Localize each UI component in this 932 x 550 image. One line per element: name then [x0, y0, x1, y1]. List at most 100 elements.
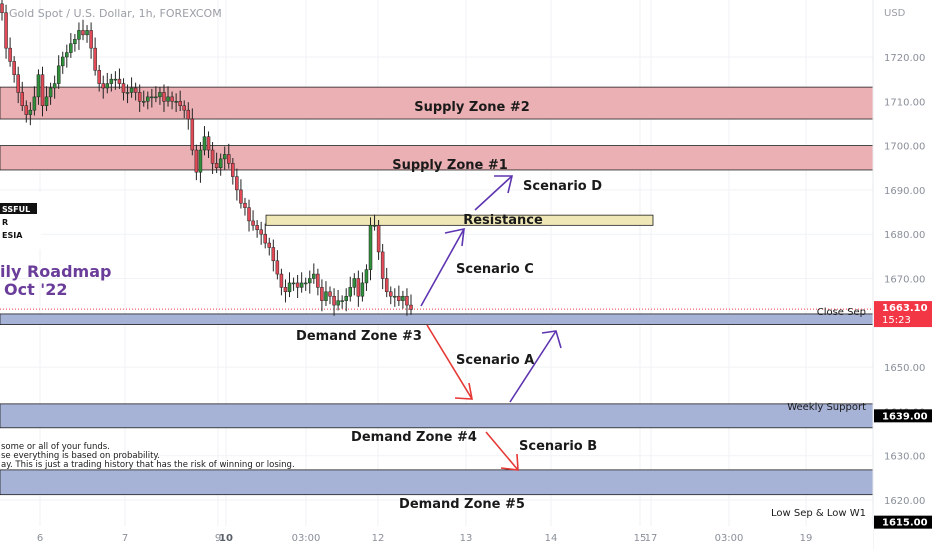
candle	[409, 294, 413, 315]
candle	[150, 88, 154, 108]
candle	[40, 66, 45, 117]
candle	[360, 272, 365, 302]
scenario-c-arrow	[420, 227, 465, 307]
roadmap-title-line-1: ily Roadmap	[0, 262, 111, 281]
candle	[85, 25, 89, 43]
x-tick-label: 6	[37, 533, 43, 544]
scenario-labels: Scenario A Scenario B Scenario C Scenari…	[456, 179, 602, 454]
price-axis[interactable]: USD 1720.001710.001700.001690.001680.001…	[872, 0, 932, 550]
scenario-d-arrow	[474, 175, 514, 211]
candle	[44, 86, 49, 112]
candle	[389, 286, 393, 305]
zone-demand-3	[0, 313, 874, 325]
candle	[380, 243, 385, 290]
candle	[32, 86, 37, 116]
candle	[340, 295, 344, 309]
x-tick-label: 10	[219, 533, 233, 544]
currency-label: USD	[884, 8, 906, 19]
candle	[299, 272, 304, 293]
candle	[247, 199, 251, 232]
candle	[162, 84, 166, 112]
candle	[328, 286, 332, 305]
logo-line-3: ESIA	[2, 231, 23, 240]
candle	[372, 214, 377, 231]
candle	[222, 146, 227, 170]
y-tick-label: 1690.00	[884, 186, 925, 197]
candle	[81, 19, 85, 41]
candle	[186, 102, 191, 130]
candle	[271, 239, 276, 272]
disclaimer-line-3: ay. This is just a trading history that …	[1, 460, 295, 470]
candle	[170, 91, 174, 110]
candle	[348, 276, 353, 302]
candle	[291, 277, 296, 291]
roadmap-title-line-2: Oct '22	[4, 280, 67, 299]
weekly-support-label: Weekly Support	[787, 402, 866, 413]
candle	[368, 217, 373, 281]
close-sep-label: Close Sep	[817, 307, 866, 318]
candle	[279, 268, 284, 296]
y-tick-label: 1700.00	[884, 142, 925, 153]
candle	[69, 33, 73, 58]
y-tick-label: 1710.00	[884, 97, 925, 108]
candle	[20, 81, 24, 112]
candle	[239, 179, 243, 209]
x-tick-label: 12	[372, 533, 385, 544]
candle	[65, 44, 69, 68]
x-tick-label: 14	[545, 533, 558, 544]
zone-demand-4	[0, 403, 874, 429]
candle	[182, 100, 186, 119]
candle	[332, 288, 336, 316]
candle	[384, 267, 389, 298]
y-tick-label: 1720.00	[884, 53, 925, 64]
disclaimer-line-1: some or all of your funds.	[1, 442, 110, 452]
zone-label-supply-2: Supply Zone #2	[414, 100, 530, 115]
disclaimer: some or all of your funds. se everything…	[1, 442, 295, 470]
candle	[316, 268, 320, 296]
candle	[48, 82, 53, 105]
scenario-a-label: Scenario A	[456, 353, 534, 368]
candle	[154, 86, 158, 103]
candle	[356, 270, 361, 307]
candle	[24, 100, 29, 123]
candle	[202, 126, 207, 156]
x-tick-label: 03:00	[292, 533, 321, 544]
candle	[137, 84, 142, 112]
x-tick-label: 19	[800, 533, 813, 544]
grid	[0, 0, 873, 526]
candle	[259, 221, 263, 245]
price-marker-2: 1615.00	[874, 515, 932, 529]
price-marker-label: 1639.00	[882, 411, 928, 422]
candle	[251, 210, 255, 231]
candle	[308, 270, 312, 294]
level-labels: Close Sep Weekly Support Low Sep & Low W…	[771, 307, 866, 519]
x-tick-label: 03:00	[715, 533, 744, 544]
candle	[397, 285, 401, 306]
candle	[352, 273, 357, 296]
y-tick-label: 1620.00	[884, 496, 925, 507]
x-tick-label: 7	[122, 533, 128, 544]
candle	[109, 73, 114, 92]
candle	[101, 75, 105, 99]
candle	[174, 93, 178, 112]
candle	[283, 279, 288, 303]
candle	[267, 237, 272, 256]
candle	[178, 90, 182, 112]
candle	[275, 250, 280, 280]
scenario-arrows	[420, 175, 562, 471]
candle	[287, 272, 292, 298]
zone-resistance-2	[265, 214, 654, 226]
y-tick-label: 1650.00	[884, 363, 925, 374]
x-tick-label: 9	[215, 533, 221, 544]
scenario-c-label: Scenario C	[456, 262, 534, 277]
candle	[227, 143, 231, 169]
scenario-a-arrow-up	[509, 330, 562, 403]
low-sep-label: Low Sep & Low W1	[771, 508, 866, 519]
zone-demand-5	[0, 469, 874, 496]
candle	[89, 22, 93, 59]
candle	[113, 71, 118, 90]
